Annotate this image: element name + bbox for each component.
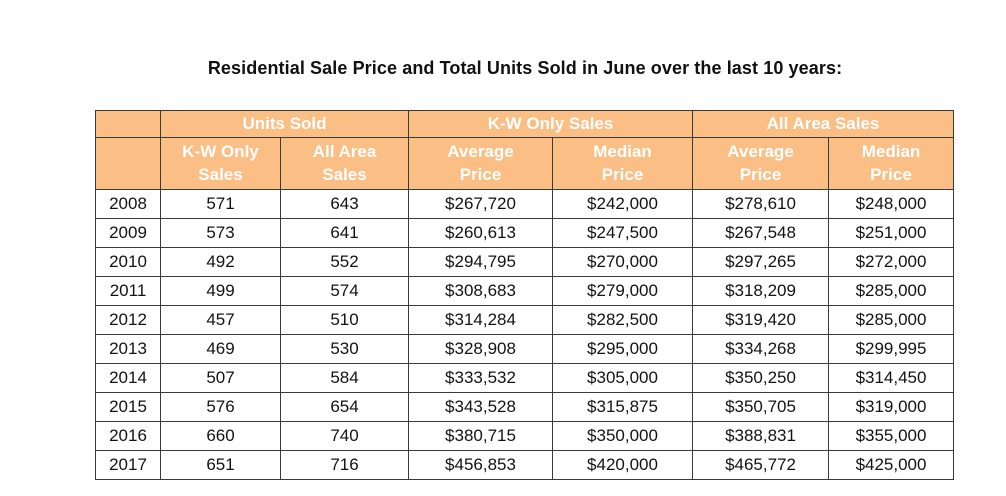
value-cell: 469 [160,334,281,364]
value-cell: 530 [280,334,409,364]
value-cell: $350,705 [692,392,830,422]
table-row: 2013 469 530 $328,908 $295,000 $334,268 $299,9… [95,334,955,364]
value-cell: $272,000 [828,247,955,277]
value-cell: 571 [160,189,281,219]
header-all-average-price: Average Price [692,137,830,190]
year-cell: 2008 [95,189,161,219]
value-cell: 641 [280,218,409,248]
header-all-area-sales: All Area Sales [280,137,409,190]
table-body: 2008 571 643 $267,720 $242,000 $278,610 $248,0… [95,189,955,480]
value-cell: 507 [160,363,281,393]
value-cell: 654 [280,392,409,422]
value-cell: 651 [160,450,281,480]
header-sub-row: K-W Only Sales All Area Sales Average Pr… [95,137,955,190]
value-cell: $267,720 [408,189,553,219]
value-cell: $279,000 [551,276,694,306]
value-cell: $242,000 [551,189,694,219]
header-corner-cell [95,137,161,190]
year-cell: 2012 [95,305,161,335]
value-cell: $350,250 [692,363,830,393]
value-cell: $260,613 [408,218,553,248]
value-cell: $297,265 [692,247,830,277]
value-cell: 716 [280,450,409,480]
value-cell: $319,000 [828,392,955,422]
document-content: Residential Sale Price and Total Units S… [95,58,955,480]
value-cell: $318,209 [692,276,830,306]
value-cell: 457 [160,305,281,335]
value-cell: 643 [280,189,409,219]
value-cell: $380,715 [408,421,553,451]
sales-data-table: Units Sold K-W Only Sales All Area Sales… [95,110,955,480]
header-group-row: Units Sold K-W Only Sales All Area Sales [95,110,955,138]
value-cell: 573 [160,218,281,248]
value-cell: $248,000 [828,189,955,219]
year-cell: 2013 [95,334,161,364]
header-all-median-price: Median Price [828,137,955,190]
table-header: Units Sold K-W Only Sales All Area Sales… [95,110,955,190]
value-cell: 552 [280,247,409,277]
value-cell: 660 [160,421,281,451]
value-cell: $456,853 [408,450,553,480]
value-cell: 510 [280,305,409,335]
table-row: 2012 457 510 $314,284 $282,500 $319,420 $285,0… [95,305,955,335]
value-cell: $334,268 [692,334,830,364]
table-row: 2009 573 641 $260,613 $247,500 $267,548 $251,0… [95,218,955,248]
table-row: 2014 507 584 $333,532 $305,000 $350,250 $314,4… [95,363,955,393]
year-cell: 2016 [95,421,161,451]
value-cell: $420,000 [551,450,694,480]
value-cell: $251,000 [828,218,955,248]
value-cell: 576 [160,392,281,422]
header-kw-median-price: Median Price [551,137,694,190]
value-cell: $314,284 [408,305,553,335]
value-cell: 584 [280,363,409,393]
value-cell: $278,610 [692,189,830,219]
value-cell: $308,683 [408,276,553,306]
value-cell: $267,548 [692,218,830,248]
header-kw-only-sales: K-W Only Sales [160,137,281,190]
value-cell: $328,908 [408,334,553,364]
value-cell: 740 [280,421,409,451]
value-cell: $305,000 [551,363,694,393]
year-cell: 2009 [95,218,161,248]
value-cell: $465,772 [692,450,830,480]
value-cell: $282,500 [551,305,694,335]
value-cell: $333,532 [408,363,553,393]
table-row: 2008 571 643 $267,720 $242,000 $278,610 $248,0… [95,189,955,219]
page-title: Residential Sale Price and Total Units S… [207,58,843,78]
value-cell: $319,420 [692,305,830,335]
value-cell: $425,000 [828,450,955,480]
table-row: 2011 499 574 $308,683 $279,000 $318,209 $285,0… [95,276,955,306]
header-kw-average-price: Average Price [408,137,553,190]
year-cell: 2015 [95,392,161,422]
year-cell: 2011 [95,276,161,306]
value-cell: $314,450 [828,363,955,393]
header-group-kw-only-sales: K-W Only Sales [407,110,694,138]
value-cell: 499 [160,276,281,306]
value-cell: 574 [280,276,409,306]
value-cell: $295,000 [551,334,694,364]
table-row: 2015 576 654 $343,528 $315,875 $350,705 $319,0… [95,392,955,422]
table-row: 2010 492 552 $294,795 $270,000 $297,265 $272,0… [95,247,955,277]
value-cell: $355,000 [828,421,955,451]
value-cell: $343,528 [408,392,553,422]
table-row: 2016 660 740 $380,715 $350,000 $388,831 $355,0… [95,421,955,451]
value-cell: $270,000 [551,247,694,277]
year-cell: 2010 [95,247,161,277]
year-cell: 2017 [95,450,161,480]
value-cell: $388,831 [692,421,830,451]
header-corner-cell [95,110,161,138]
header-group-units-sold: Units Sold [160,110,409,138]
value-cell: $350,000 [551,421,694,451]
year-cell: 2014 [95,363,161,393]
table-row: 2017 651 716 $456,853 $420,000 $465,772 $425,0… [95,450,955,480]
value-cell: $285,000 [828,305,955,335]
value-cell: $315,875 [551,392,694,422]
header-group-all-area-sales: All Area Sales [692,110,955,138]
value-cell: 492 [160,247,281,277]
value-cell: $299,995 [828,334,955,364]
value-cell: $247,500 [551,218,694,248]
value-cell: $285,000 [828,276,955,306]
value-cell: $294,795 [408,247,553,277]
